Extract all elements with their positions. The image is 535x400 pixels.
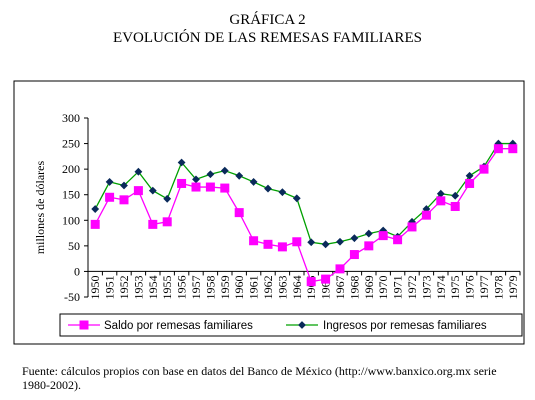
y-tick-label: -50	[64, 290, 80, 304]
y-tick-label: 250	[62, 137, 80, 151]
x-tick-label: 1960	[232, 275, 246, 299]
data-point-saldo	[119, 195, 129, 205]
x-tick-label: 1979	[506, 275, 520, 299]
x-tick-label: 1962	[261, 275, 275, 299]
x-tick-label: 1977	[477, 275, 491, 299]
data-point-saldo	[378, 231, 388, 241]
data-point-ingresos	[364, 229, 373, 238]
x-tick-label: 1974	[434, 275, 448, 299]
x-tick-label: 1968	[347, 275, 361, 299]
data-point-saldo	[277, 242, 287, 252]
data-point-ingresos	[278, 188, 287, 197]
source-note: Fuente: cálculos propios con base en dat…	[22, 364, 497, 392]
data-point-saldo	[249, 236, 259, 246]
data-point-saldo	[493, 144, 503, 154]
data-point-saldo	[162, 217, 172, 227]
x-tick-label: 1970	[376, 275, 390, 299]
x-tick-label: 1978	[491, 275, 505, 299]
data-point-saldo	[191, 182, 201, 192]
series-line-saldo	[94, 148, 513, 283]
data-point-ingresos	[350, 234, 359, 243]
legend-label-ingresos: Ingresos por remesas familiares	[323, 320, 487, 332]
y-tick-label: 200	[62, 162, 80, 176]
x-tick-label: 1950	[88, 275, 102, 299]
x-tick-label: 1958	[203, 275, 217, 299]
chart-title: GRÁFICA 2	[229, 12, 306, 28]
x-tick-label: 1967	[333, 275, 347, 299]
data-point-saldo	[364, 241, 374, 251]
data-point-saldo	[90, 219, 100, 229]
y-tick-label: 0	[74, 264, 80, 278]
y-tick-label: 300	[62, 111, 80, 125]
data-point-ingresos	[206, 170, 215, 179]
x-tick-label: 1976	[463, 275, 477, 299]
data-point-ingresos	[163, 194, 172, 203]
y-tick-label: 50	[68, 239, 80, 253]
x-tick-label: 1957	[189, 275, 203, 299]
data-point-saldo	[105, 192, 115, 202]
y-axis-label: millones de dólares	[33, 161, 47, 255]
y-tick-label: 100	[62, 213, 80, 227]
data-point-ingresos	[235, 171, 244, 180]
series-line-ingresos	[94, 142, 513, 245]
data-point-ingresos	[148, 186, 157, 195]
data-point-saldo	[133, 186, 143, 196]
legend-box	[59, 313, 523, 337]
chart-subtitle: EVOLUCIÓN DE LAS REMESAS FAMILIARES	[113, 30, 422, 46]
data-point-saldo	[263, 239, 273, 249]
x-tick-label: 1951	[103, 275, 117, 299]
data-point-saldo	[465, 178, 475, 188]
data-point-saldo	[349, 250, 359, 260]
x-tick-label: 1963	[275, 275, 289, 299]
data-point-saldo	[421, 210, 431, 220]
data-point-saldo	[508, 144, 518, 154]
data-point-ingresos	[292, 194, 301, 203]
data-point-saldo	[335, 264, 345, 274]
data-point-saldo	[306, 277, 316, 287]
data-point-saldo	[321, 274, 331, 284]
data-point-ingresos	[451, 191, 460, 200]
x-tick-label: 1973	[419, 275, 433, 299]
data-point-saldo	[393, 235, 403, 245]
x-tick-label: 1956	[175, 275, 189, 299]
data-point-ingresos	[91, 205, 100, 213]
data-point-saldo	[479, 164, 489, 174]
x-tick-label: 1969	[362, 275, 376, 299]
data-point-ingresos	[249, 178, 258, 186]
data-point-saldo	[436, 196, 446, 206]
data-point-saldo	[450, 201, 460, 211]
legend-label-saldo: Saldo por remesas familiares	[104, 320, 253, 332]
data-point-ingresos	[321, 240, 330, 249]
data-point-ingresos	[336, 237, 344, 246]
data-point-saldo	[220, 183, 230, 193]
data-point-saldo	[177, 178, 187, 188]
chart-frame	[13, 80, 525, 345]
x-tick-label: 1972	[405, 275, 419, 299]
y-tick-label: 150	[62, 188, 80, 202]
data-point-saldo	[292, 237, 302, 247]
data-point-ingresos	[307, 238, 316, 247]
x-tick-label: 1964	[290, 275, 304, 299]
data-point-saldo	[234, 208, 244, 218]
legend-marker-saldo	[79, 320, 89, 330]
x-tick-label: 1953	[131, 275, 145, 299]
x-tick-label: 1955	[160, 275, 174, 299]
data-point-ingresos	[177, 158, 186, 167]
x-tick-label: 1975	[448, 275, 462, 299]
x-tick-label: 1952	[117, 275, 131, 299]
data-point-ingresos	[220, 166, 229, 175]
data-point-ingresos	[264, 184, 272, 193]
data-point-saldo	[205, 182, 215, 192]
x-tick-label: 1961	[247, 275, 261, 299]
x-tick-label: 1971	[391, 275, 405, 299]
data-point-saldo	[148, 219, 158, 229]
x-tick-label: 1959	[218, 275, 232, 299]
legend-marker-ingresos	[298, 321, 306, 329]
data-point-saldo	[407, 222, 417, 232]
x-tick-label: 1954	[146, 275, 160, 299]
data-point-ingresos	[134, 167, 143, 176]
data-point-ingresos	[105, 178, 114, 186]
data-point-ingresos	[120, 181, 128, 190]
